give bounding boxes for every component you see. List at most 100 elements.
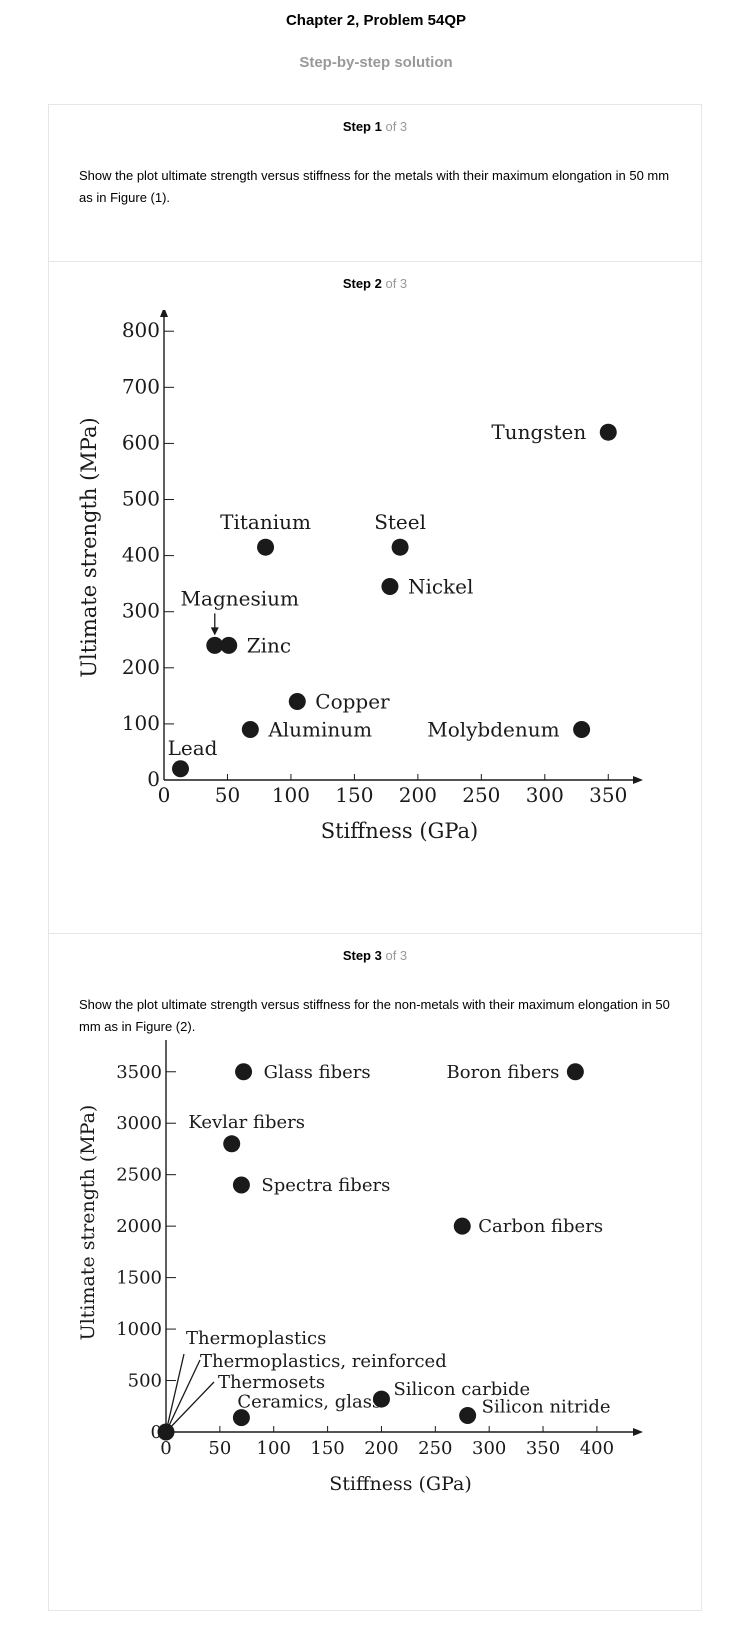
step-count: of 3 [385,276,408,291]
point-label: Magnesium [181,586,299,610]
y-tick-label: 2500 [116,1165,162,1186]
step-label: Step 3 [342,948,382,963]
y-tick-label: 300 [122,599,160,623]
y-tick-label: 3500 [116,1062,162,1083]
x-tick-label: 200 [399,783,437,807]
y-axis-label: Ultimate strength (MPa) [77,417,101,677]
y-tick-label: 400 [122,543,160,567]
point-label: Tungsten [491,420,586,444]
point-label: Thermosets [218,1372,325,1393]
point-label: Copper [315,689,390,713]
x-tick-label: 50 [215,783,240,807]
step-header: Step 2 of 3 [49,276,701,291]
point-label: Zinc [247,633,291,657]
label-arrow-head [210,627,219,636]
point-label: Aluminum [267,718,372,742]
step-text: Show the plot ultimate strength versus s… [79,997,670,1034]
step-count: of 3 [385,948,408,963]
step-header: Step 3 of 3 [49,948,701,963]
step-label: Step 2 [342,276,382,291]
step-header: Step 1 of 3 [49,119,701,134]
x-tick-label: 50 [208,1438,231,1459]
x-tick-label: 350 [526,1438,560,1459]
solution-subtitle: Step-by-step solution [299,54,453,71]
y-tick-label: 100 [122,711,160,735]
data-point [235,1063,253,1081]
point-label: Lead [168,736,218,760]
y-tick-label: 500 [122,487,160,511]
point-label: Silicon carbide [393,1379,530,1400]
x-tick-label: 400 [580,1438,614,1459]
data-point [220,636,238,654]
step-count: of 3 [385,119,408,134]
y-tick-label: 1000 [116,1319,162,1340]
point-label: Kevlar fibers [188,1112,305,1133]
y-tick-label: 600 [122,430,160,454]
leader-line [165,1381,215,1433]
x-tick-label: 150 [335,783,373,807]
point-label: Steel [374,510,426,534]
x-tick-label: 0 [160,1438,171,1459]
y-tick-label: 200 [122,655,160,679]
data-point [241,721,259,739]
point-label: Molybdenum [427,718,559,742]
y-tick-label: 0 [147,767,160,791]
nonmetals-scatter-chart: 0 50 100 150 200 250 300 350 400 0 500 1000 1500 2000… [77,1040,643,1495]
point-label: Boron fibers [447,1062,560,1083]
data-point [223,1135,241,1153]
data-point [257,538,275,556]
x-tick-label: 300 [472,1438,506,1459]
point-label: Titanium [220,510,311,534]
y-tick-label: 0 [151,1422,162,1443]
y-tick-label: 500 [128,1371,162,1392]
x-axis-label: Stiffness (GPa) [329,1473,472,1495]
point-label: Silicon nitride [482,1397,611,1418]
x-tick-label: 250 [462,783,500,807]
step-panel-2: Step 2 of 3 [48,261,702,933]
metals-scatter-chart: 0 50 100 150 200 250 300 350 0 100 200 300 400 500 600… [77,310,643,843]
x-tick-label: 100 [257,1438,291,1459]
y-axis-arrow [160,310,168,317]
x-axis-arrow [633,776,643,784]
data-point [172,760,190,778]
data-point [372,1390,390,1408]
point-label: Ceramics, glass [237,1392,381,1413]
y-tick-label: 2000 [116,1216,162,1237]
x-tick-label: 350 [589,783,627,807]
x-tick-label: 300 [526,783,564,807]
x-tick-label: 200 [364,1438,398,1459]
x-axis-arrow [633,1428,643,1436]
step-label: Step 1 [342,119,382,134]
x-tick-label: 250 [418,1438,452,1459]
leader-line [165,1353,185,1433]
y-tick-label: 700 [122,374,160,398]
step-panel-1: Step 1 of 3 Show the plot ultimate stren… [48,104,702,261]
data-point [459,1407,477,1425]
data-point [232,1176,250,1194]
y-tick-label: 3000 [116,1113,162,1134]
x-tick-label: 150 [310,1438,344,1459]
data-point [206,636,224,654]
data-point [566,1063,584,1081]
point-label: Glass fibers [264,1062,371,1083]
step-text: Show the plot ultimate strength versus s… [79,168,670,205]
data-point [453,1217,471,1235]
y-tick-label: 1500 [116,1268,162,1289]
data-point [232,1409,250,1427]
point-label: Thermoplastics [186,1328,326,1349]
point-label: Thermoplastics, reinforced [200,1351,447,1372]
step-panel-3: Step 3 of 3 Show the plot ultimate stren… [48,933,702,1611]
leader-line [165,1359,201,1433]
point-label: Nickel [408,574,473,598]
page-title: Chapter 2, Problem 54QP [285,12,467,29]
x-tick-label: 0 [158,783,171,807]
y-axis-label: Ultimate strength (MPa) [77,1105,99,1341]
data-point [391,538,409,556]
data-point [288,692,306,710]
x-tick-label: 100 [272,783,310,807]
data-point [573,721,591,739]
data-point [381,577,399,595]
x-axis-label: Stiffness (GPa) [321,819,479,843]
point-label: Carbon fibers [478,1216,603,1237]
y-tick-label: 800 [122,318,160,342]
